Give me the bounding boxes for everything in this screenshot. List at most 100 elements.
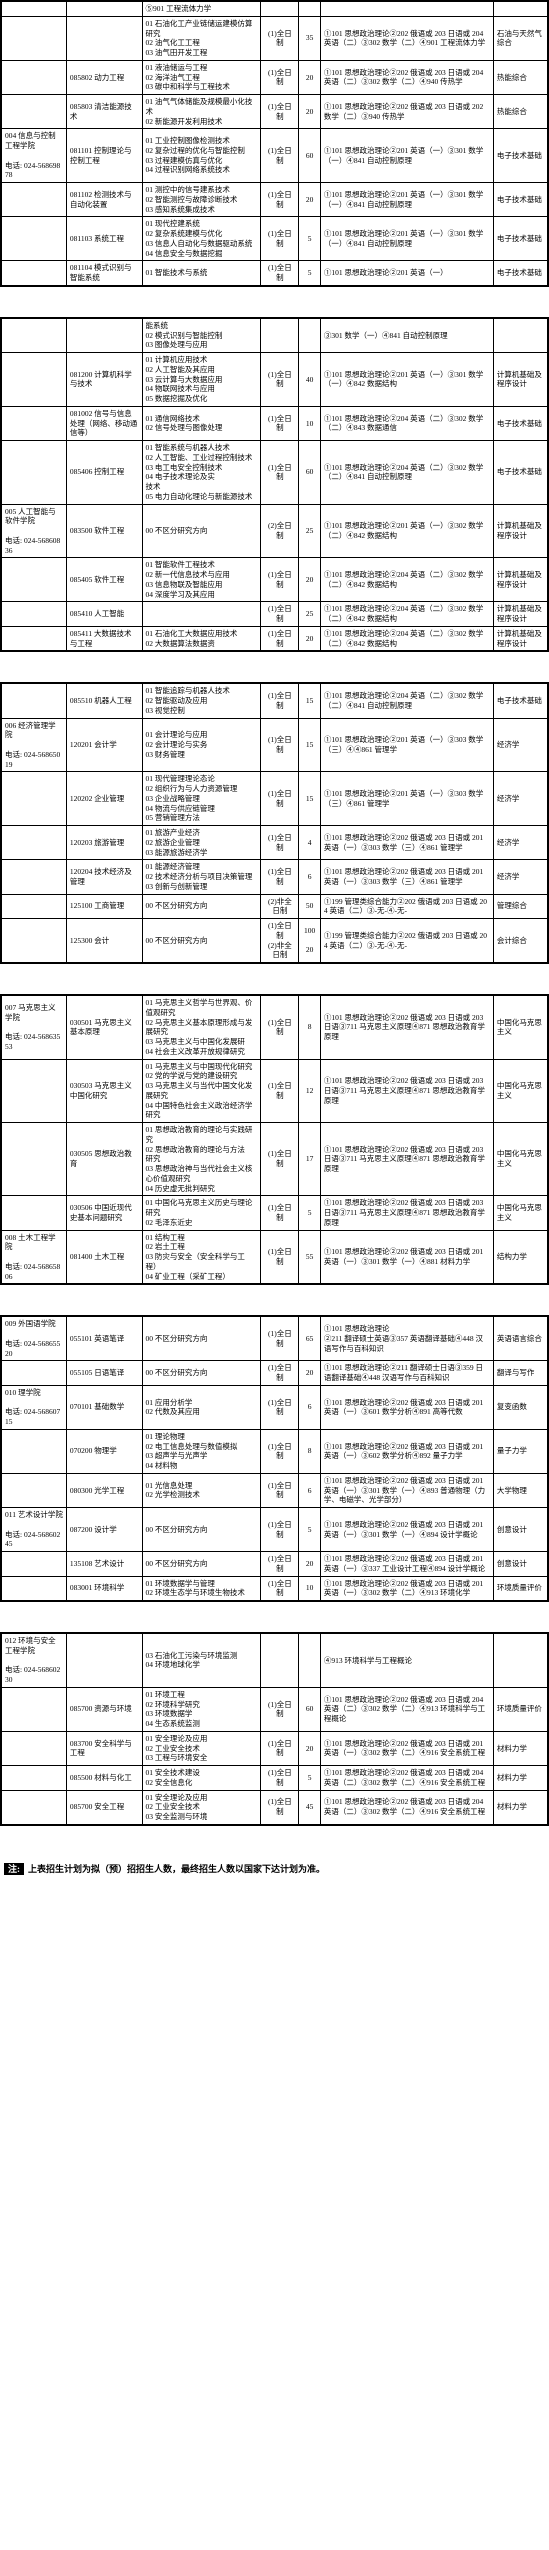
dept-cell xyxy=(2,894,67,919)
type-cell: (1)全日制 xyxy=(261,183,299,217)
catalog-table: ⑤901 工程流体力学 01 石油化工产业链储运建模仿算研究 02 油气化工工程… xyxy=(1,1,548,286)
exam-cell: ①199 管理类综合能力②202 俄语或 203 日语或 204 英语（二）③-… xyxy=(320,894,493,919)
direction-cell: 01 思想政治教育的理论与实践研究 02 思想政治教育的理论与方法 研究 03 … xyxy=(142,1123,261,1196)
type-cell: (1)全日制 xyxy=(261,60,299,94)
exam-cell: ①101 思想政治理论②202 俄语或 203 日语或 201 英语（一）③30… xyxy=(320,1576,493,1601)
retest-cell: 电子技术基础 xyxy=(493,406,547,440)
table-row: 030506 中国近现代史基本问题研究01 中国化马克思主义历史与理论研究 02… xyxy=(2,1196,548,1230)
note-label: 注: xyxy=(4,1863,24,1875)
major-cell: 087200 设计学 xyxy=(66,1508,142,1552)
table-row: ⑤901 工程流体力学 xyxy=(2,2,548,17)
exam-cell: ①101 思想政治理论②202 俄语或 203 日语或 201 英语（一）③60… xyxy=(320,1429,493,1473)
direction-cell: 01 环境工程 02 环境科学研究 03 环境数据学 04 生态系统监测 xyxy=(142,1687,261,1731)
count-cell: 20 xyxy=(299,558,321,602)
type-cell: (1)全日制 xyxy=(261,1731,299,1765)
retest-cell xyxy=(493,2,547,17)
catalog-table: 009 外国语学院 电话: 024-56865520055101 英语笔译00 … xyxy=(1,1316,548,1601)
major-cell: 085802 动力工程 xyxy=(66,60,142,94)
retest-cell: 材料力学 xyxy=(493,1790,547,1824)
exam-cell: ①101 思想政治理论②201 英语（一）③301 数学（一）④842 数据结构 xyxy=(320,353,493,407)
table-row: 081102 检测技术与自动化装置01 测控中的信号建系技术 02 智能测控与故… xyxy=(2,183,548,217)
type-cell: (1)全日制 xyxy=(261,1361,299,1386)
exam-cell: ①101 思想政治理论②201 英语（一）③301 数学（一）④841 自动控制… xyxy=(320,217,493,261)
dept-cell: 008 土木工程学院 电话: 024-56865806 xyxy=(2,1230,67,1284)
type-cell: (1)全日制 (2)非全日制 xyxy=(261,919,299,963)
major-cell: 120204 技术经济及管理 xyxy=(66,860,142,894)
retest-cell: 中国化马克思主义 xyxy=(493,1059,547,1123)
direction-cell: 01 智能系统与机器人技术 02 人工智能、工业过程控制技术 03 电工电安全控… xyxy=(142,441,261,505)
direction-cell: 01 安全技术建设 02 安全信息化 xyxy=(142,1766,261,1791)
table-row: 085802 动力工程01 液油储运与工程 02 海洋油气工程 03 碳中和科学… xyxy=(2,60,548,94)
dept-cell xyxy=(2,602,67,627)
catalog-table: 085510 机器人工程01 智能追踪与机器人技术 02 智能驱动及应用 03 … xyxy=(1,683,548,963)
retest-cell: 英语语言综合 xyxy=(493,1317,547,1361)
type-cell: (1)全日制 xyxy=(261,1196,299,1230)
type-cell: (1)全日制 xyxy=(261,406,299,440)
count-cell: 5 xyxy=(299,1508,321,1552)
retest-cell: 量子力学 xyxy=(493,1429,547,1473)
exam-cell: ①101 思想政治理论②202 俄语或 203 日语或 201 英语（一）③30… xyxy=(320,860,493,894)
table-row: 007 马克思主义学院 电话: 024-56863553030501 马克思主义… xyxy=(2,996,548,1060)
table-row: 085500 材料与化工01 安全技术建设 02 安全信息化(1)全日制5①10… xyxy=(2,1766,548,1791)
retest-cell: 经济学 xyxy=(493,718,547,772)
direction-cell: 01 测控中的信号建系技术 02 智能测控与故障诊断技术 03 感知系统集成技术 xyxy=(142,183,261,217)
table-row: 010 理学院 电话: 024-56860715070101 基础数学01 应用… xyxy=(2,1385,548,1429)
retest-cell: 计算机基础及程序设计 xyxy=(493,504,547,558)
exam-cell: ①101 思想政治理论②202 俄语或 203 日语或 201 英语（一）③30… xyxy=(320,1473,493,1507)
table-row: 135108 艺术设计00 不区分研究方向(1)全日制20①101 思想政治理论… xyxy=(2,1552,548,1577)
exam-cell: ①101 思想政治理论②204 英语（二）③302 数学（二）④842 数据结构 xyxy=(320,602,493,627)
direction-cell: ⑤901 工程流体力学 xyxy=(142,2,261,17)
type-cell: (1)全日制 xyxy=(261,626,299,651)
major-cell: 030505 思想政治教育 xyxy=(66,1123,142,1196)
table-row: 081103 系统工程01 现代控建系统 02 复杂系统建模与优化 03 信息人… xyxy=(2,217,548,261)
table-row: 030503 马克思主义中国化研究01 马克思主义与中国现代化研究 02 党的学… xyxy=(2,1059,548,1123)
table-row: 085406 控制工程01 智能系统与机器人技术 02 人工智能、工业过程控制技… xyxy=(2,441,548,505)
table-row: 055105 日语笔译00 不区分研究方向(1)全日制20①101 思想政治理论… xyxy=(2,1361,548,1386)
retest-cell: 经济学 xyxy=(493,772,547,826)
dept-cell xyxy=(2,558,67,602)
table-row: 120203 旅游管理01 旅游产业经济 02 旅游企业管理 03 能源旅游经济… xyxy=(2,826,548,860)
type-cell: (1)全日制 xyxy=(261,217,299,261)
type-cell: (2)非全日制 xyxy=(261,894,299,919)
count-cell: 10 xyxy=(299,1576,321,1601)
exam-cell: ①101 思想政治理论②202 俄语或 203 日语或 203 日语③711 马… xyxy=(320,1123,493,1196)
dept-cell xyxy=(2,318,67,352)
exam-cell: ①101 思想政治理论②204 英语（二）③302 数学（二）④843 数据通信 xyxy=(320,406,493,440)
table-row: 085405 软件工程01 智能软件工程技术 02 新一代信息技术与应用 03 … xyxy=(2,558,548,602)
count-cell: 25 xyxy=(299,602,321,627)
retest-cell: 中国化马克思主义 xyxy=(493,1196,547,1230)
dept-cell xyxy=(2,1552,67,1577)
retest-cell: 结构力学 xyxy=(493,1230,547,1284)
count-cell: 60 xyxy=(299,441,321,505)
type-cell: (1)全日制 xyxy=(261,16,299,60)
count-cell: 5 xyxy=(299,1766,321,1791)
major-cell: 085700 资源与环境 xyxy=(66,1687,142,1731)
major-cell: 085411 大数据技术与工程 xyxy=(66,626,142,651)
dept-cell xyxy=(2,217,67,261)
exam-cell: ①101 思想政治理论②204 英语（二）③302 数学（二）④841 自动控制… xyxy=(320,441,493,505)
major-cell: 081200 计算机科学与技术 xyxy=(66,353,142,407)
major-cell: 080300 光学工程 xyxy=(66,1473,142,1507)
count-cell: 100 20 xyxy=(299,919,321,963)
direction-cell: 01 现代控建系统 02 复杂系统建模与优化 03 信息人自动化与数据驱动系统 … xyxy=(142,217,261,261)
dept-cell: 012 环境与安全工程学院 电话: 024-56860230 xyxy=(2,1634,67,1688)
direction-cell: 01 能源经济管理 02 技术经济分析与项目决策管理 03 创新与创新管理 xyxy=(142,860,261,894)
table-row: 125300 会计00 不区分研究方向(1)全日制 (2)非全日制100 20①… xyxy=(2,919,548,963)
exam-cell: ①101 思想政治理论②201 英语（一）③301 数学（一）④841 自动控制… xyxy=(320,183,493,217)
count-cell: 20 xyxy=(299,1552,321,1577)
major-cell: 081400 土木工程 xyxy=(66,1230,142,1284)
direction-cell: 00 不区分研究方向 xyxy=(142,504,261,558)
table-row: 120202 企业管理01 现代管理理论态论 02 组织行为与人力资源管理 03… xyxy=(2,772,548,826)
retest-cell: 创意设计 xyxy=(493,1552,547,1577)
exam-cell: ①101 思想政治理论②201 英语（一）③302 数学（二）④842 数据结构 xyxy=(320,504,493,558)
table-row: 能系统 02 模式识别与智能控制 03 图像处理与应用③301 数学（一）④84… xyxy=(2,318,548,352)
count-cell: 6 xyxy=(299,1385,321,1429)
exam-cell: ①101 思想政治理论②202 俄语或 203 日语或 204 英语（二）③30… xyxy=(320,1790,493,1824)
type-cell: (1)全日制 xyxy=(261,996,299,1060)
catalog-table: 012 环境与安全工程学院 电话: 024-5686023003 石油化工污染与… xyxy=(1,1633,548,1825)
exam-cell: ①101 思想政治理论②202 俄语或 203 日语或 201 英语（一）③30… xyxy=(320,1508,493,1552)
direction-cell: 00 不区分研究方向 xyxy=(142,1361,261,1386)
table-row: 030505 思想政治教育01 思想政治教育的理论与实践研究 02 思想政治教育… xyxy=(2,1123,548,1196)
type-cell: (1)全日制 xyxy=(261,1317,299,1361)
count-cell: 8 xyxy=(299,996,321,1060)
